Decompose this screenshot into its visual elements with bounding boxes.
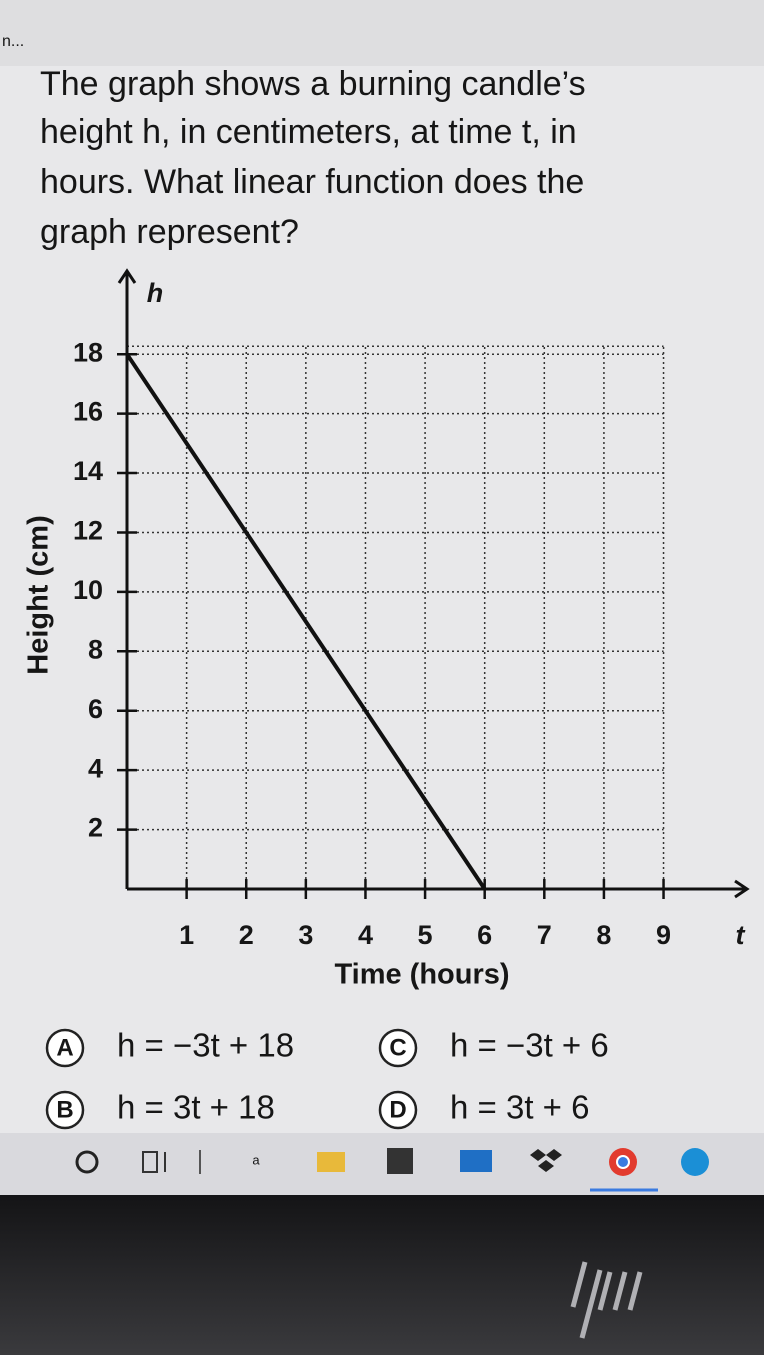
choice-bubble[interactable]	[378, 1028, 418, 1068]
choice-bubble[interactable]	[45, 1028, 85, 1068]
y-axis-letter: h	[147, 278, 164, 308]
app-label[interactable]: a	[252, 1152, 260, 1167]
laptop-bezel	[0, 1195, 764, 1355]
mail-icon[interactable]	[460, 1150, 492, 1172]
y-tick-label: 2	[88, 813, 103, 843]
y-tick-label: 4	[88, 753, 103, 783]
chrome-center	[616, 1155, 630, 1169]
x-axis-letter: t	[736, 920, 746, 950]
edge-icon[interactable]	[681, 1148, 709, 1176]
choice-letter: D	[389, 1096, 406, 1123]
choice-bubble[interactable]	[378, 1090, 418, 1130]
start-icon[interactable]	[75, 1150, 99, 1174]
x-tick-label: 7	[537, 920, 552, 950]
question-line: height h, in centimeters, at time t, in	[40, 113, 577, 151]
y-tick-label: 14	[73, 456, 103, 486]
choice-text: h = 3t + 18	[117, 1089, 275, 1126]
question-line: hours. What linear function does the	[40, 163, 584, 201]
top-strip	[0, 0, 764, 66]
y-axis-arrow	[117, 268, 137, 284]
x-tick-label: 5	[418, 920, 433, 950]
x-tick-label: 4	[358, 920, 373, 950]
y-tick-label: 12	[73, 516, 103, 546]
dropbox-icon[interactable]	[530, 1149, 562, 1172]
x-axis-label: Time (hours)	[334, 959, 509, 991]
x-tick-label: 9	[656, 920, 671, 950]
y-axis-label: Height (cm)	[23, 515, 55, 675]
choice-bubble[interactable]	[45, 1090, 85, 1130]
x-tick-label: 8	[596, 920, 611, 950]
choice-text: h = 3t + 6	[450, 1089, 589, 1126]
task-view-icon[interactable]	[142, 1151, 166, 1173]
y-tick-label: 6	[88, 694, 103, 724]
store-icon[interactable]	[387, 1148, 413, 1174]
choice-text: h = −3t + 6	[450, 1027, 609, 1064]
choice-text: h = −3t + 18	[117, 1027, 294, 1064]
x-tick-label: 2	[239, 920, 254, 950]
hp-logo	[570, 1261, 643, 1339]
truncated-text: n...	[2, 33, 24, 50]
y-tick-label: 16	[73, 397, 103, 427]
x-tick-label: 6	[477, 920, 492, 950]
choice-letter: B	[56, 1096, 73, 1123]
choice-letter: A	[56, 1034, 73, 1061]
x-tick-label: 3	[298, 920, 313, 950]
question-line: The graph shows a burning candle’s	[40, 65, 586, 103]
question-line: graph represent?	[40, 213, 299, 251]
choice-letter: C	[389, 1034, 406, 1061]
folder-icon[interactable]	[317, 1152, 345, 1172]
y-tick-label: 10	[73, 575, 103, 605]
taskbar	[0, 1133, 764, 1195]
y-tick-label: 18	[73, 337, 103, 367]
y-tick-label: 8	[88, 634, 103, 664]
x-axis-arrow	[734, 879, 750, 899]
x-tick-label: 1	[179, 920, 194, 950]
line	[125, 353, 487, 891]
